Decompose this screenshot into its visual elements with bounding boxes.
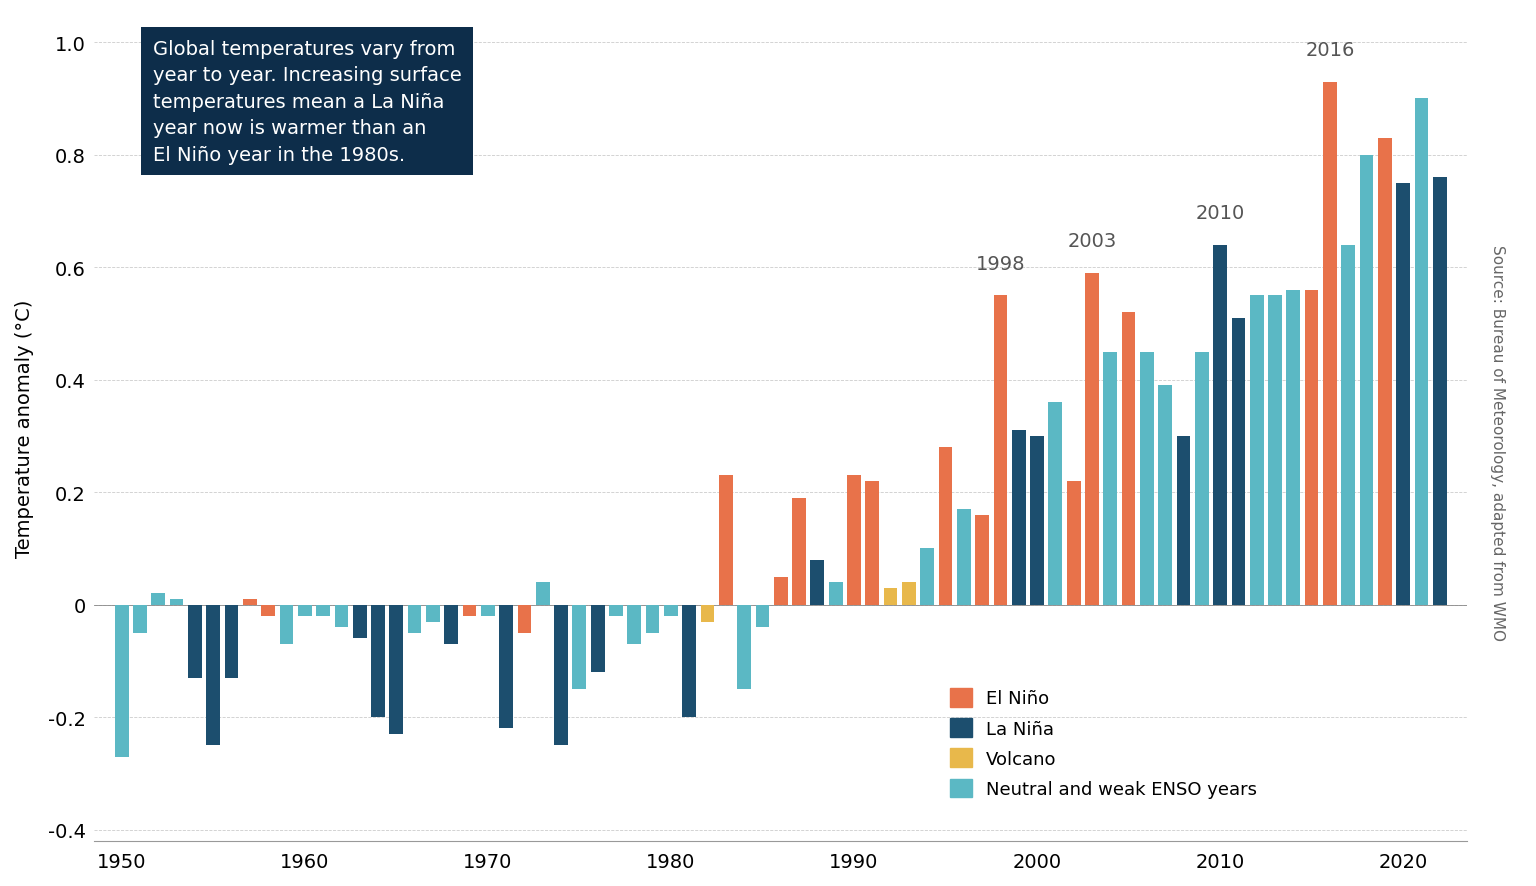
Bar xyxy=(152,594,166,605)
Bar xyxy=(627,605,641,644)
Bar xyxy=(536,582,550,605)
Bar xyxy=(206,605,220,745)
Bar xyxy=(1084,274,1098,605)
Bar xyxy=(335,605,349,627)
Bar xyxy=(518,605,531,633)
Bar xyxy=(1103,352,1117,605)
Bar xyxy=(1359,155,1373,605)
Bar xyxy=(372,605,386,718)
Bar xyxy=(1177,437,1190,605)
Bar xyxy=(1031,437,1044,605)
Bar xyxy=(115,605,129,757)
Bar xyxy=(1158,385,1172,605)
Bar xyxy=(187,605,201,678)
Bar xyxy=(682,605,696,718)
Bar xyxy=(737,605,751,689)
Bar xyxy=(499,605,513,728)
Bar xyxy=(883,588,897,605)
Text: 2010: 2010 xyxy=(1195,204,1244,223)
Text: Global temperatures vary from
year to year. Increasing surface
temperatures mean: Global temperatures vary from year to ye… xyxy=(152,40,461,165)
Bar xyxy=(1049,402,1063,605)
Bar xyxy=(610,605,622,616)
Bar xyxy=(481,605,495,616)
Bar xyxy=(573,605,587,689)
Bar xyxy=(920,548,934,605)
Bar xyxy=(1068,481,1080,605)
Text: 2016: 2016 xyxy=(1306,41,1355,60)
Bar xyxy=(462,605,476,616)
Bar xyxy=(793,498,806,605)
Bar xyxy=(316,605,330,616)
Bar xyxy=(700,605,714,622)
Bar xyxy=(1378,138,1392,605)
Bar xyxy=(1140,352,1154,605)
Bar xyxy=(719,476,733,605)
Bar xyxy=(846,476,860,605)
Bar xyxy=(865,481,879,605)
Bar xyxy=(664,605,677,616)
Bar xyxy=(444,605,458,644)
Bar xyxy=(829,582,843,605)
Legend: El Niño, La Niña, Volcano, Neutral and weak ENSO years: El Niño, La Niña, Volcano, Neutral and w… xyxy=(942,680,1266,807)
Bar xyxy=(1232,318,1246,605)
Text: 1998: 1998 xyxy=(975,254,1025,274)
Bar xyxy=(280,605,293,644)
Bar xyxy=(938,447,952,605)
Bar xyxy=(353,605,367,639)
Bar xyxy=(811,560,825,605)
Bar xyxy=(645,605,659,633)
Bar xyxy=(1287,291,1299,605)
Bar xyxy=(756,605,770,627)
Bar xyxy=(1269,296,1283,605)
Bar xyxy=(261,605,275,616)
Bar xyxy=(298,605,312,616)
Bar xyxy=(170,599,183,605)
Bar xyxy=(1213,245,1227,605)
Bar xyxy=(134,605,147,633)
Bar xyxy=(1121,313,1135,605)
Bar xyxy=(774,577,788,605)
Bar xyxy=(224,605,238,678)
Bar xyxy=(902,582,915,605)
Bar xyxy=(1396,183,1410,605)
Bar xyxy=(994,296,1008,605)
Text: Source: Bureau of Meteorology, adapted from WMO: Source: Bureau of Meteorology, adapted f… xyxy=(1490,245,1505,641)
Bar xyxy=(1433,178,1447,605)
Bar xyxy=(1304,291,1318,605)
Bar xyxy=(957,509,971,605)
Bar xyxy=(390,605,402,734)
Bar xyxy=(1415,99,1428,605)
Bar xyxy=(591,605,605,672)
Bar xyxy=(554,605,568,745)
Bar xyxy=(425,605,439,622)
Bar xyxy=(1341,245,1355,605)
Bar xyxy=(1195,352,1209,605)
Bar xyxy=(1012,431,1026,605)
Bar xyxy=(1250,296,1264,605)
Bar xyxy=(975,515,989,605)
Bar xyxy=(243,599,257,605)
Bar xyxy=(1322,82,1336,605)
Y-axis label: Temperature anomaly (°C): Temperature anomaly (°C) xyxy=(15,299,34,557)
Bar xyxy=(407,605,421,633)
Text: 2003: 2003 xyxy=(1068,232,1117,251)
